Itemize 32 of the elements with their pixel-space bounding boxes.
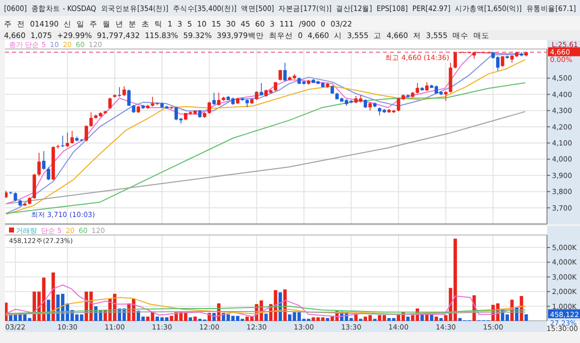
- bar: [326, 318, 330, 321]
- line-series: [5, 284, 522, 318]
- bar: [430, 314, 434, 321]
- line-series: [5, 111, 526, 204]
- bar: [406, 316, 410, 321]
- candlestick: [37, 152, 41, 177]
- bar: [524, 314, 528, 321]
- line-series: [5, 306, 526, 314]
- candlestick: [122, 86, 126, 96]
- candlestick: [208, 101, 212, 114]
- candlestick: [118, 86, 122, 98]
- bar: [188, 317, 192, 321]
- candlestick: [444, 90, 448, 102]
- candlestick: [66, 132, 70, 148]
- candlestick: [32, 173, 36, 200]
- candlestick: [127, 89, 131, 106]
- candlestick: [56, 144, 60, 150]
- bar: [264, 314, 268, 321]
- candlestick: [42, 150, 46, 170]
- bar: [425, 314, 429, 321]
- bar: [193, 316, 197, 321]
- candlestick: [84, 124, 88, 142]
- line-series: [5, 296, 526, 316]
- candlestick: [260, 82, 264, 96]
- bar: [439, 318, 443, 321]
- bar: [420, 314, 424, 321]
- candlestick: [217, 92, 220, 106]
- candlestick: [70, 130, 74, 144]
- candlestick: [278, 70, 282, 81]
- candlestick: [89, 112, 93, 128]
- bar: [434, 316, 438, 321]
- candlestick: [416, 82, 420, 94]
